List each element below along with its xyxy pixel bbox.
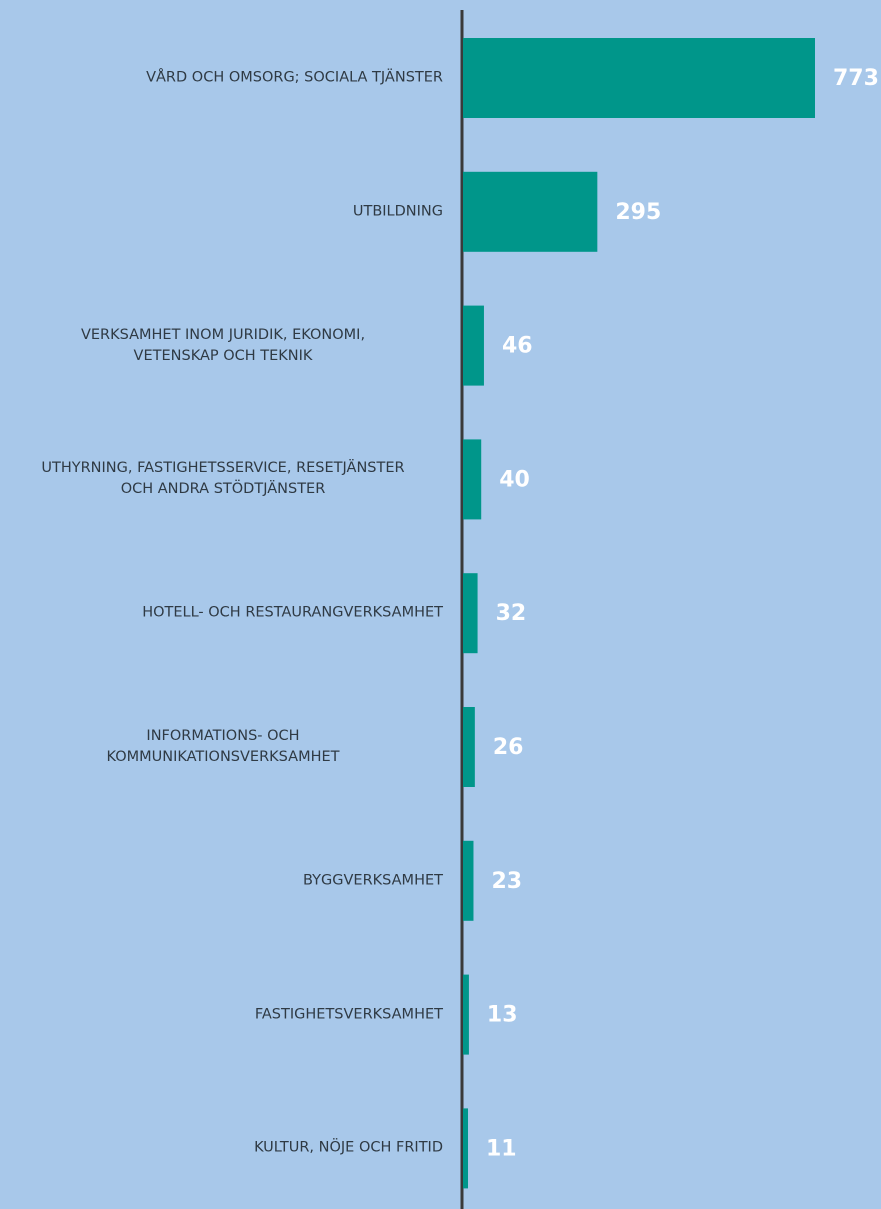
bar — [463, 840, 474, 921]
bar — [463, 38, 815, 118]
value-label: 26 — [493, 735, 524, 760]
value-label: 295 — [615, 200, 661, 225]
bar — [463, 573, 478, 654]
category-label: KULTUR, NÖJE OCH FRITID — [254, 1139, 443, 1156]
value-label: 32 — [496, 601, 527, 626]
category-label: BYGGVERKSAMHET — [303, 872, 443, 889]
value-label: 40 — [499, 467, 530, 492]
value-label: 773 — [833, 66, 879, 91]
value-label: 11 — [486, 1136, 517, 1161]
category-label: VÅRD OCH OMSORG; SOCIALA TJÄNSTER — [146, 69, 443, 86]
bar — [463, 974, 469, 1055]
category-label: FASTIGHETSVERKSAMHET — [254, 1006, 443, 1023]
bar — [463, 439, 482, 520]
bar — [463, 305, 484, 386]
value-label: 46 — [502, 334, 533, 359]
bar — [463, 707, 475, 787]
value-label: 23 — [491, 869, 522, 894]
category-label: HOTELL- OCH RESTAURANGVERKSAMHET — [142, 604, 443, 621]
category-label: INFORMATIONS- OCH KOMMUNIKATIONSVERKSAMH… — [106, 728, 340, 765]
value-label: 13 — [487, 1003, 518, 1028]
bar — [463, 1108, 469, 1189]
bar — [463, 171, 598, 252]
category-label: UTHYRNING, FASTIGHETSSERVICE, RESETJÄNST… — [41, 460, 405, 498]
category-label: VERKSAMHET INOM JURIDIK, EKONOMI, VETENS… — [80, 326, 366, 364]
category-label: UTBILDNING — [352, 203, 443, 220]
